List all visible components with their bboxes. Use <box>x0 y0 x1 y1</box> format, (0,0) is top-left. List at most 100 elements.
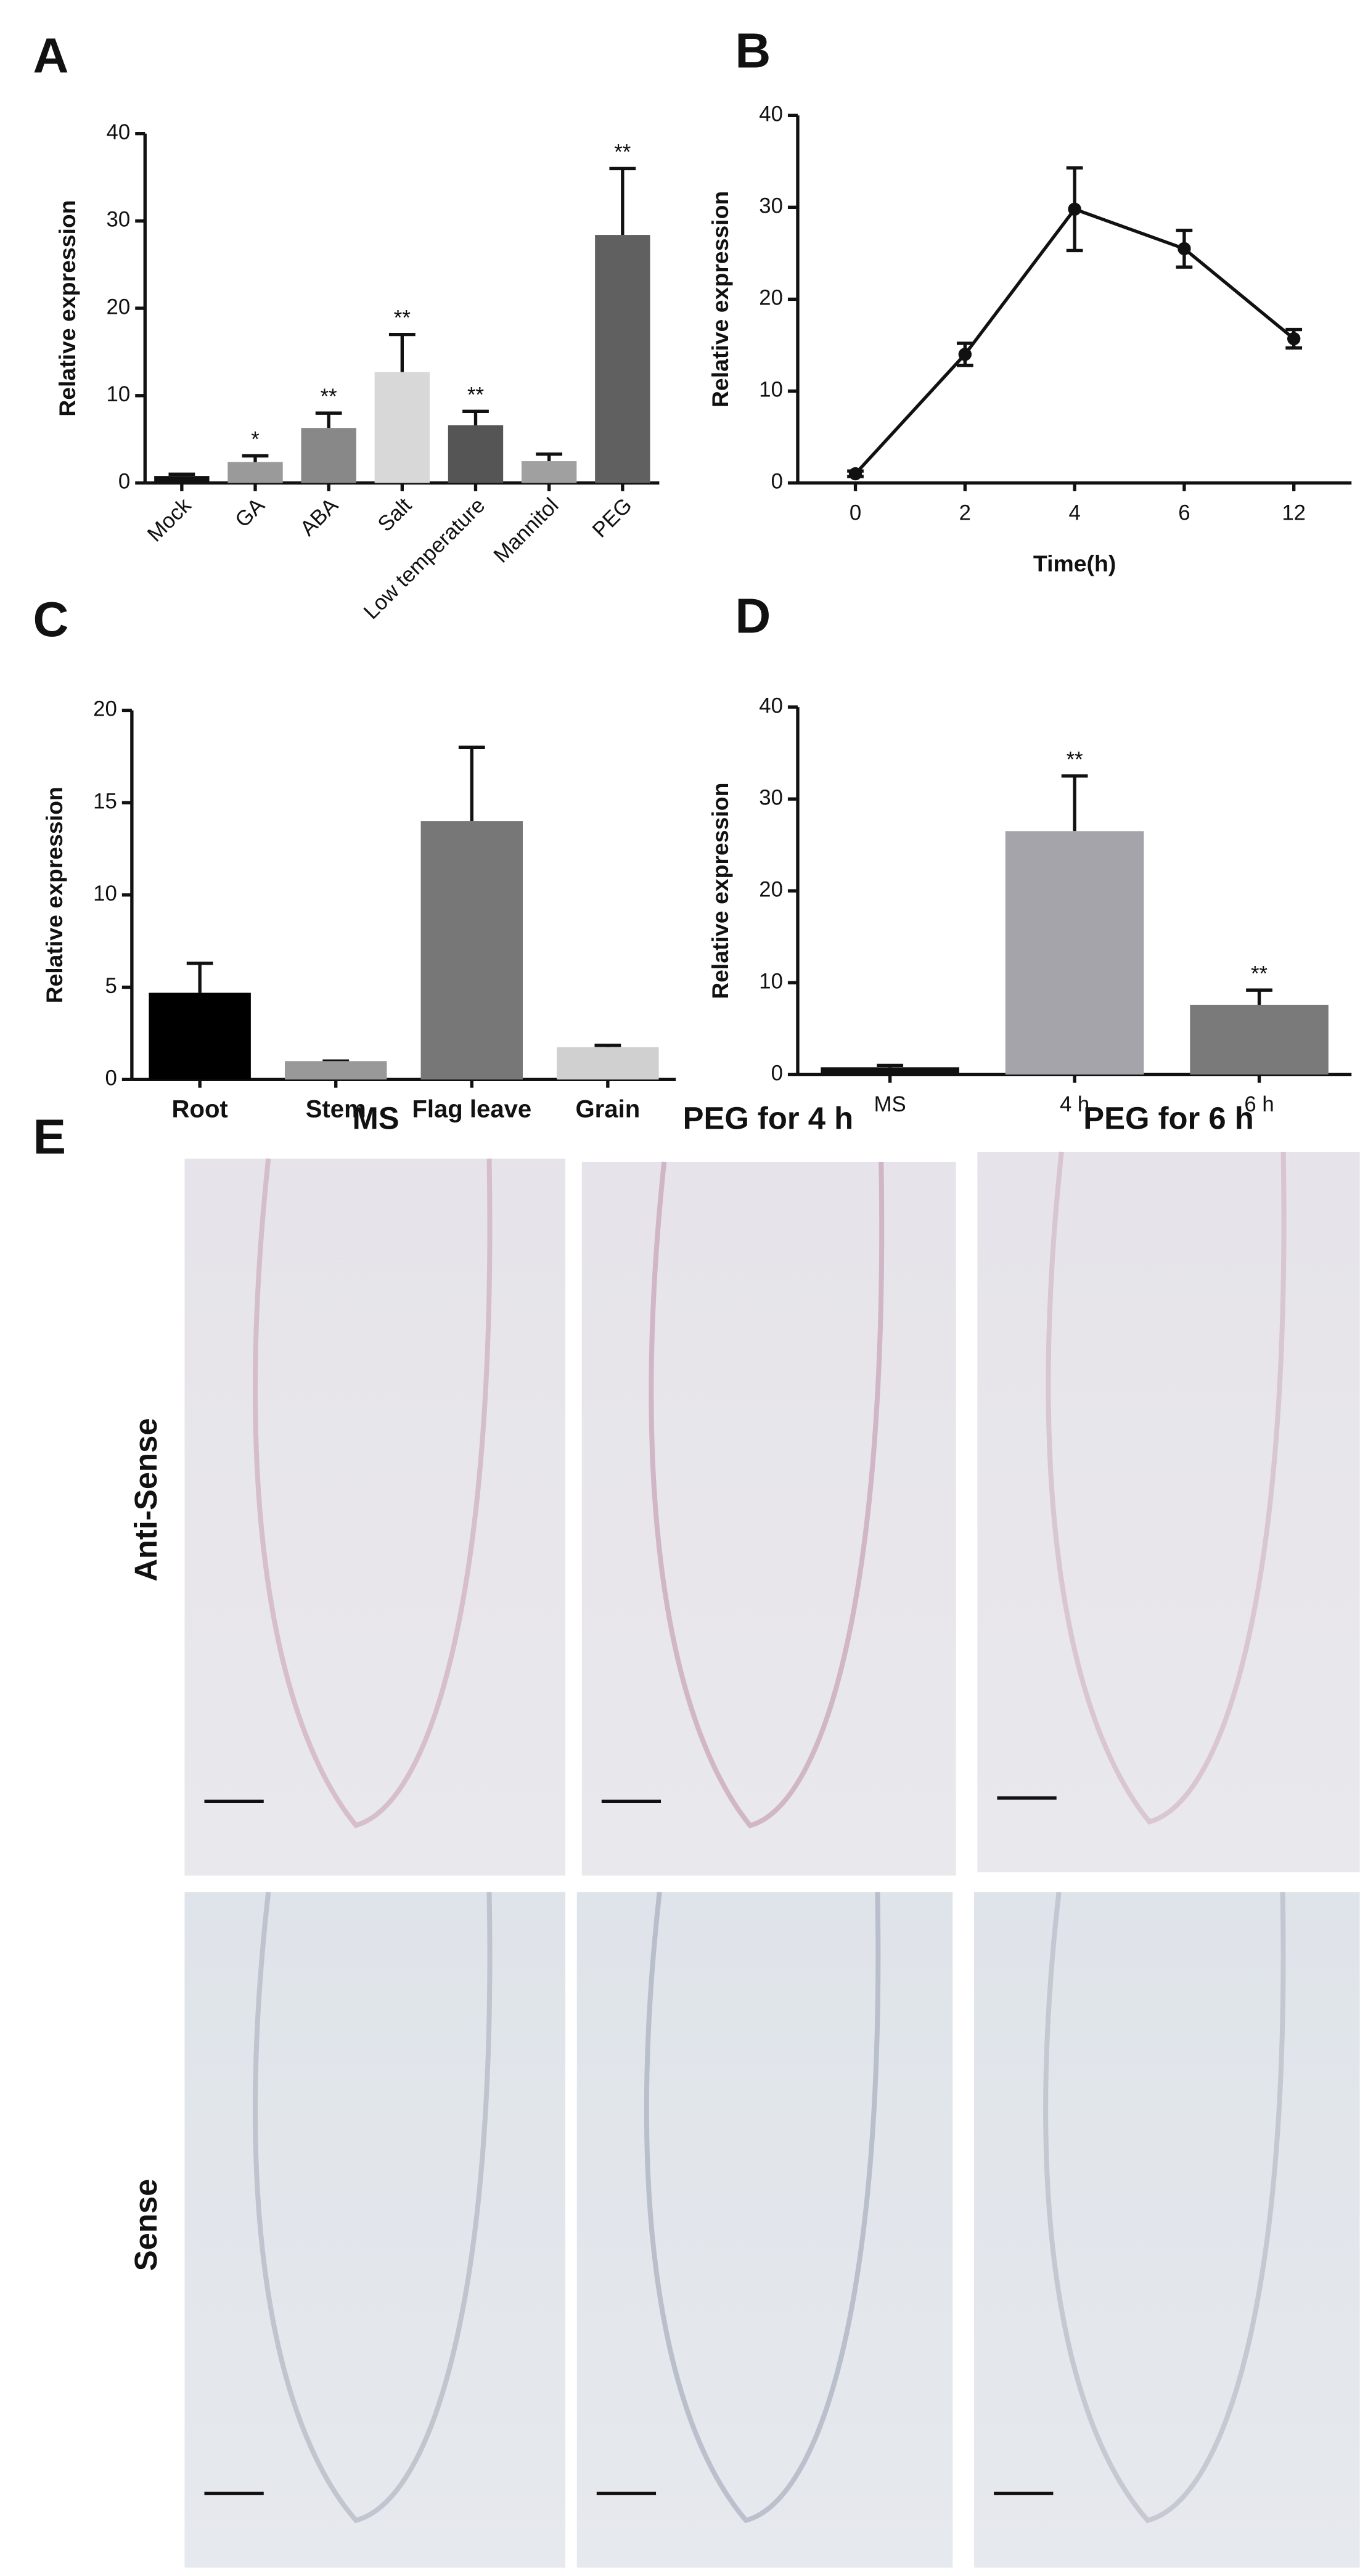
row-header: Sense <box>128 2179 163 2271</box>
y-tick-label: 30 <box>759 195 783 218</box>
tissue-outline <box>252 1158 493 1828</box>
panel-letter: C <box>33 591 68 647</box>
point <box>1178 242 1191 256</box>
x-tick-label: GA <box>231 493 269 532</box>
x-tick-label: 6 h <box>1244 1093 1274 1116</box>
panel-letter: B <box>735 23 771 78</box>
y-axis-title: Relative expression <box>707 191 733 407</box>
significance-label: ** <box>321 385 337 409</box>
micrograph <box>184 1892 566 2568</box>
point <box>958 348 972 361</box>
bar <box>420 821 523 1080</box>
y-tick-label: 40 <box>759 694 783 718</box>
bar <box>521 461 577 483</box>
tissue-outline <box>644 1891 881 2524</box>
micrograph <box>576 1892 953 2568</box>
y-tick-label: 20 <box>107 295 131 319</box>
bar <box>821 1067 959 1075</box>
significance-label: ** <box>467 383 484 407</box>
point <box>1287 332 1301 346</box>
x-tick-label: Mock <box>143 493 196 546</box>
x-tick-label: 0 <box>850 501 861 525</box>
x-tick-label: 6 <box>1178 501 1190 525</box>
significance-label: ** <box>394 307 411 330</box>
y-tick-label: 15 <box>93 790 117 813</box>
bar <box>374 372 430 483</box>
x-tick-label: Grain <box>575 1096 640 1123</box>
x-axis-title: Time(h) <box>1033 550 1116 576</box>
x-tick-label: Stem <box>306 1096 366 1123</box>
column-header: MS <box>352 1101 399 1136</box>
bar <box>557 1047 659 1080</box>
bar <box>595 235 650 483</box>
x-tick-label: 12 <box>1282 501 1306 525</box>
y-tick-label: 20 <box>93 698 117 721</box>
x-tick-label: ABA <box>296 493 343 541</box>
bar <box>1190 1005 1329 1075</box>
y-tick-label: 0 <box>118 470 130 494</box>
significance-label: ** <box>1067 748 1083 772</box>
error-bar <box>315 411 342 428</box>
y-tick-label: 0 <box>771 1061 783 1085</box>
y-tick-label: 40 <box>107 121 131 144</box>
x-tick-label: Salt <box>374 494 416 536</box>
x-tick-label: 4 <box>1068 501 1080 525</box>
x-tick-label: Flag leave <box>412 1096 531 1123</box>
bar <box>227 462 283 483</box>
y-tick-label: 0 <box>771 470 783 494</box>
y-tick-label: 10 <box>93 882 117 906</box>
significance-label: ** <box>614 141 631 165</box>
x-tick-label: PEG <box>588 494 637 542</box>
x-tick-label: Root <box>172 1096 228 1123</box>
micrograph <box>581 1161 956 1876</box>
y-tick-label: 10 <box>759 378 783 402</box>
error-bar <box>609 166 636 235</box>
bar <box>154 476 210 483</box>
error-bar <box>877 1063 904 1068</box>
point <box>848 467 862 481</box>
error-bar <box>462 409 489 425</box>
bar <box>285 1061 387 1080</box>
significance-label: ** <box>1251 962 1268 986</box>
column-header: PEG for 4 h <box>683 1101 854 1136</box>
bar <box>448 425 504 483</box>
x-tick-label: 2 <box>959 501 971 525</box>
y-tick-label: 5 <box>105 975 117 998</box>
error-bar <box>168 472 195 476</box>
tissue-outline <box>253 1891 493 2524</box>
y-tick-label: 20 <box>759 287 783 310</box>
bar <box>1005 831 1144 1075</box>
panel-letter: D <box>735 588 771 644</box>
error-bar <box>388 332 416 372</box>
error-bar <box>1246 988 1272 1005</box>
bar <box>149 992 251 1080</box>
micrograph <box>184 1158 566 1876</box>
tissue-outline <box>1043 1891 1286 2524</box>
error-bar <box>594 1044 621 1047</box>
micrograph <box>974 1892 1360 2568</box>
micrograph <box>977 1151 1360 1873</box>
column-header: PEG for 6 h <box>1083 1101 1254 1136</box>
bar <box>301 428 356 483</box>
x-tick-label: Mannitol <box>489 494 563 568</box>
y-tick-label: 10 <box>107 383 131 406</box>
error-bar <box>242 454 269 462</box>
y-axis-title: Relative expression <box>54 200 80 416</box>
x-tick-label: MS <box>874 1093 906 1116</box>
y-tick-label: 40 <box>759 102 783 126</box>
y-tick-label: 10 <box>759 970 783 993</box>
tissue-outline <box>649 1161 885 1829</box>
y-tick-label: 30 <box>759 786 783 809</box>
panel-letter: E <box>33 1108 66 1164</box>
error-bar <box>458 745 485 822</box>
y-tick-label: 30 <box>107 208 131 232</box>
error-bar <box>536 452 563 462</box>
y-tick-label: 0 <box>105 1066 117 1090</box>
row-header: Anti-Sense <box>128 1418 163 1581</box>
point <box>1068 202 1081 216</box>
error-bar <box>1061 774 1088 832</box>
y-axis-title: Relative expression <box>41 787 67 1003</box>
panel-letter: A <box>33 28 68 83</box>
y-axis-title: Relative expression <box>707 782 733 999</box>
